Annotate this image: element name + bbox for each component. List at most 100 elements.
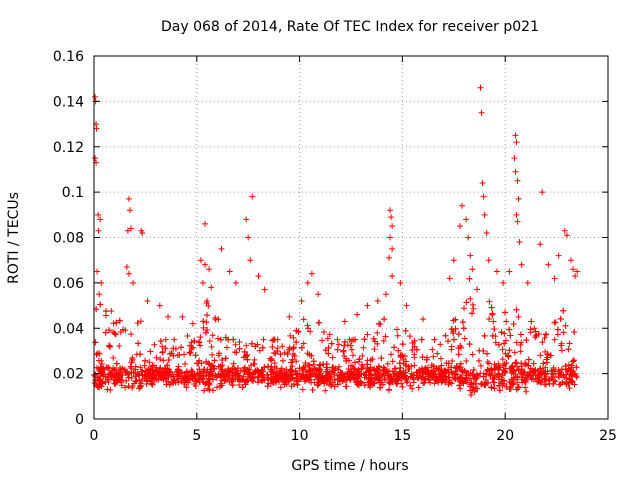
data-point — [255, 273, 262, 280]
x-tick-label: 10 — [291, 428, 309, 444]
data-point — [223, 344, 230, 351]
data-point — [126, 207, 133, 214]
data-point — [456, 382, 463, 389]
data-point — [196, 366, 203, 373]
data-point — [143, 380, 150, 387]
data-point — [102, 379, 109, 386]
data-point — [516, 239, 523, 246]
data-point — [290, 334, 297, 341]
data-point — [297, 375, 304, 382]
data-point — [329, 369, 336, 376]
data-point — [357, 380, 364, 387]
data-point — [122, 384, 129, 391]
data-point — [148, 380, 155, 387]
data-point — [387, 207, 394, 214]
data-point — [358, 370, 365, 377]
data-point — [449, 357, 456, 364]
data-point — [491, 385, 498, 392]
data-point — [573, 364, 580, 371]
data-point — [513, 139, 520, 146]
data-point — [535, 368, 542, 375]
data-point — [499, 346, 506, 353]
data-point — [230, 360, 237, 367]
data-point — [526, 369, 533, 376]
y-tick-label: 0.1 — [62, 185, 84, 201]
data-point — [532, 328, 539, 335]
data-point — [277, 384, 284, 391]
data-point — [571, 329, 578, 335]
data-point — [486, 360, 493, 367]
data-point — [569, 358, 576, 365]
data-point — [422, 375, 429, 382]
data-point — [219, 366, 226, 373]
data-point — [337, 372, 344, 379]
data-point — [322, 368, 329, 375]
data-point — [524, 279, 531, 286]
data-point — [404, 377, 411, 384]
data-point — [560, 307, 567, 314]
data-point — [183, 384, 190, 391]
data-point — [202, 380, 209, 387]
data-point — [302, 376, 309, 383]
data-point — [363, 374, 370, 381]
data-point — [371, 346, 378, 353]
data-point — [107, 371, 114, 378]
data-point — [346, 370, 353, 377]
data-point — [486, 315, 493, 322]
data-point — [197, 342, 204, 349]
data-point — [555, 252, 562, 259]
data-point — [560, 329, 567, 336]
data-point — [174, 373, 181, 380]
data-point — [336, 363, 343, 370]
data-point — [513, 211, 520, 218]
data-point — [551, 319, 558, 326]
data-point — [102, 329, 109, 336]
data-point — [521, 360, 528, 367]
data-point — [399, 341, 406, 348]
y-tick-label: 0.06 — [53, 276, 84, 292]
data-point — [94, 374, 101, 381]
data-point — [127, 363, 134, 370]
data-point — [245, 369, 252, 376]
data-point — [403, 302, 410, 309]
data-point — [165, 367, 172, 374]
data-point — [113, 375, 120, 382]
data-point — [477, 362, 484, 369]
data-point — [492, 339, 499, 346]
data-point — [279, 343, 286, 350]
data-point — [279, 357, 286, 364]
data-point — [448, 343, 455, 350]
data-point — [391, 344, 398, 351]
data-point — [506, 326, 513, 333]
data-point — [191, 337, 198, 344]
data-point — [131, 380, 138, 387]
data-point — [385, 386, 392, 393]
data-point — [491, 325, 498, 332]
data-point — [317, 366, 324, 373]
data-point — [569, 379, 576, 386]
data-point — [528, 318, 535, 325]
data-point — [437, 371, 444, 378]
data-point — [418, 336, 425, 343]
data-point — [470, 305, 477, 312]
data-point — [248, 362, 255, 369]
data-point — [136, 384, 143, 391]
data-point — [217, 336, 224, 343]
data-point — [267, 366, 274, 373]
data-point — [525, 372, 532, 379]
data-point — [514, 218, 521, 225]
data-point — [478, 109, 485, 116]
data-point — [104, 386, 111, 393]
y-tick-label: 0 — [75, 412, 84, 428]
data-point — [304, 322, 311, 329]
data-point — [157, 338, 164, 345]
data-point — [165, 357, 172, 364]
data-point — [456, 223, 463, 230]
data-point — [218, 245, 225, 252]
data-point — [460, 369, 467, 376]
data-point — [562, 363, 569, 370]
x-tick-label: 20 — [496, 428, 514, 444]
data-point — [116, 317, 123, 324]
data-point — [264, 371, 271, 378]
data-point — [197, 334, 204, 341]
